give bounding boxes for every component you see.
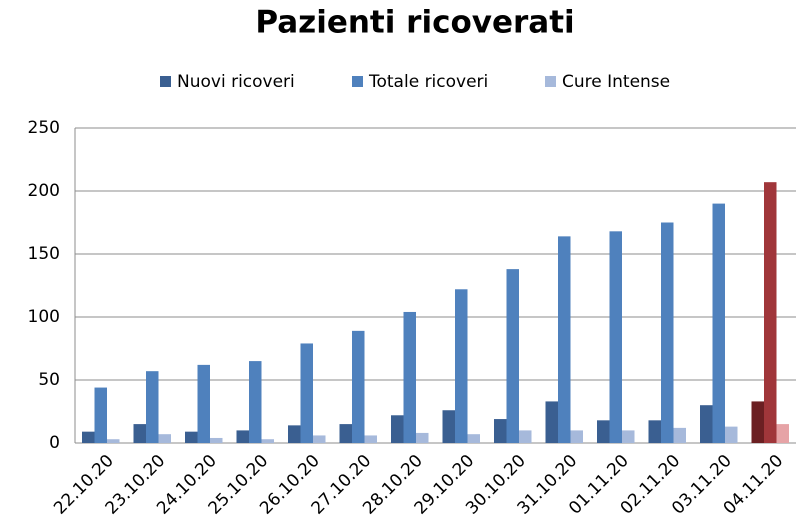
bar <box>467 434 480 443</box>
bar <box>764 182 777 443</box>
bar <box>107 439 120 443</box>
bar <box>570 430 583 443</box>
bar <box>712 203 725 443</box>
bar <box>455 289 468 443</box>
chart-title: Pazienti ricoverati <box>255 5 574 41</box>
bar <box>364 435 377 443</box>
bar <box>519 430 532 443</box>
legend-label: Totale ricoveri <box>368 72 488 92</box>
bar <box>339 424 352 443</box>
bar <box>261 439 274 443</box>
bar <box>185 431 198 443</box>
bar <box>82 431 95 443</box>
legend-label: Cure Intense <box>562 72 670 92</box>
bar <box>133 424 146 443</box>
bar <box>249 361 262 443</box>
bar <box>506 269 519 443</box>
legend-swatch <box>545 76 556 87</box>
bar <box>391 415 404 443</box>
y-tick-label: 200 <box>28 181 60 201</box>
bar <box>94 387 107 443</box>
y-tick-label: 0 <box>49 433 60 453</box>
bar <box>403 311 416 443</box>
bar <box>288 425 301 443</box>
bar <box>558 236 571 443</box>
y-tick-label: 250 <box>28 118 60 138</box>
bar <box>597 420 610 443</box>
bar <box>494 419 507 443</box>
bar <box>725 426 738 443</box>
bar <box>776 424 789 443</box>
bar <box>236 430 249 443</box>
y-tick-label: 150 <box>28 244 60 264</box>
bar <box>300 343 313 443</box>
bar <box>673 427 686 443</box>
bar <box>146 371 159 443</box>
bar <box>197 364 210 443</box>
legend-label: Nuovi ricoveri <box>177 72 295 92</box>
bar <box>609 231 622 443</box>
y-tick-label: 50 <box>38 370 60 390</box>
bar <box>442 410 455 443</box>
bar <box>648 420 661 443</box>
bar <box>700 405 713 443</box>
bar <box>210 437 223 443</box>
bar <box>158 434 171 443</box>
bar <box>661 222 674 443</box>
legend-swatch <box>352 76 363 87</box>
y-tick-label: 100 <box>28 307 60 327</box>
bar <box>416 432 429 443</box>
bar <box>545 401 558 443</box>
bar <box>751 401 764 443</box>
bar <box>313 435 326 443</box>
bar <box>352 330 365 443</box>
legend-swatch <box>160 76 171 87</box>
bar <box>622 430 635 443</box>
